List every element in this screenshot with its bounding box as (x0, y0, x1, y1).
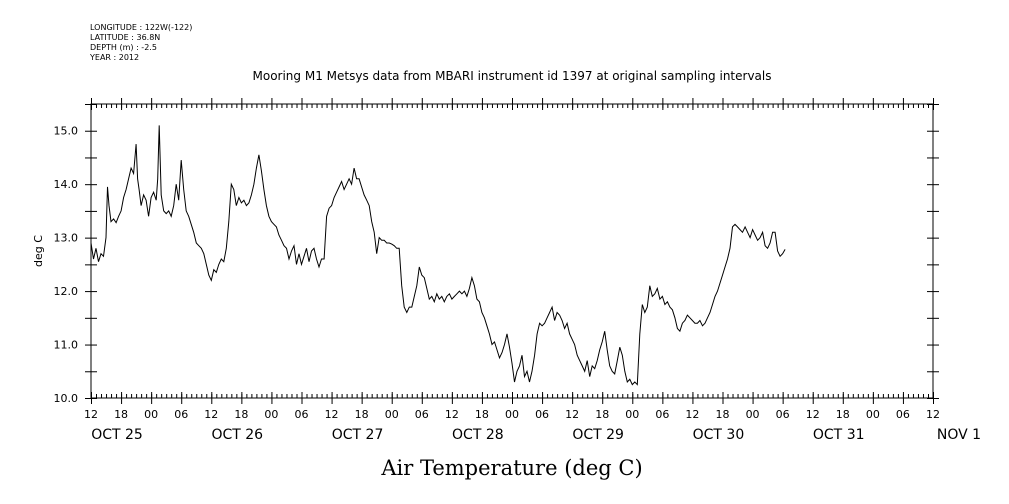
x-hour-label: 18 (595, 408, 609, 421)
y-tick-label: 13.0 (54, 232, 79, 245)
x-hour-label: 18 (716, 408, 730, 421)
x-hour-label: 00 (385, 408, 399, 421)
x-hour-label: 00 (264, 408, 278, 421)
x-hour-label: 18 (475, 408, 489, 421)
x-hour-label: 06 (415, 408, 429, 421)
x-hour-label: 12 (204, 408, 218, 421)
x-hour-label: 00 (866, 408, 880, 421)
x-hour-label: 12 (445, 408, 459, 421)
x-hour-label: 00 (505, 408, 519, 421)
x-hour-label: 12 (685, 408, 699, 421)
y-tick-label: 15.0 (54, 125, 79, 138)
y-tick-label: 11.0 (54, 339, 79, 352)
y-tick-label: 12.0 (54, 285, 79, 298)
x-hour-label: 12 (806, 408, 820, 421)
x-hour-label: 00 (144, 408, 158, 421)
x-day-label: OCT 30 (693, 427, 745, 443)
x-hour-label: 00 (746, 408, 760, 421)
x-hour-label: 06 (896, 408, 910, 421)
x-hour-label: 12 (325, 408, 339, 421)
x-hour-label: 06 (174, 408, 188, 421)
chart-title: Mooring M1 Metsys data from MBARI instru… (253, 69, 772, 83)
year-label: YEAR : 2012 (89, 53, 139, 62)
x-day-labels: OCT 25 OCT 26 OCT 27 OCT 28 OCT 29 OCT 30 OCT … (91, 427, 981, 443)
x-hour-label: 18 (234, 408, 248, 421)
x-hour-label: 06 (776, 408, 790, 421)
y-axis-ticks (85, 104, 939, 399)
y-axis-label: deg C (32, 235, 45, 267)
x-hour-label: 12 (565, 408, 579, 421)
y-tick-labels: 10.0 11.0 12.0 13.0 14.0 15.0 (54, 125, 79, 405)
x-hour-label: 06 (535, 408, 549, 421)
x-hour-labels: 12 18 00 06 12 18 00 06 12 18 00 06 12 18 00 06 12 18 00 06… (84, 408, 940, 421)
depth-label: DEPTH (m) : -2.5 (90, 43, 157, 52)
x-hour-label: 18 (355, 408, 369, 421)
x-day-label: NOV 1 (937, 427, 981, 443)
x-hour-label: 18 (836, 408, 850, 421)
latitude-label: LATITUDE : 36.8N (90, 33, 160, 42)
air-temperature-line (90, 125, 786, 386)
x-day-label: OCT 28 (452, 427, 504, 443)
x-day-label: OCT 31 (813, 427, 865, 443)
x-day-label: OCT 29 (572, 427, 624, 443)
x-hour-label: 00 (625, 408, 639, 421)
x-hour-label: 12 (84, 408, 98, 421)
x-day-label: OCT 25 (91, 427, 143, 443)
x-hour-label: 06 (655, 408, 669, 421)
y-tick-label: 10.0 (54, 392, 79, 405)
x-axis-label: Air Temperature (deg C) (380, 456, 642, 480)
y-tick-label: 14.0 (54, 178, 79, 191)
x-hour-label: 12 (926, 408, 940, 421)
x-hour-label: 06 (295, 408, 309, 421)
x-hour-label: 18 (114, 408, 128, 421)
x-hour-ticks (91, 98, 934, 404)
x-day-label: OCT 26 (211, 427, 263, 443)
x-minor-ticks (91, 104, 934, 398)
x-day-label: OCT 27 (332, 427, 384, 443)
plot-frame (90, 103, 934, 399)
longitude-label: LONGITUDE : 122W(-122) (90, 23, 192, 32)
